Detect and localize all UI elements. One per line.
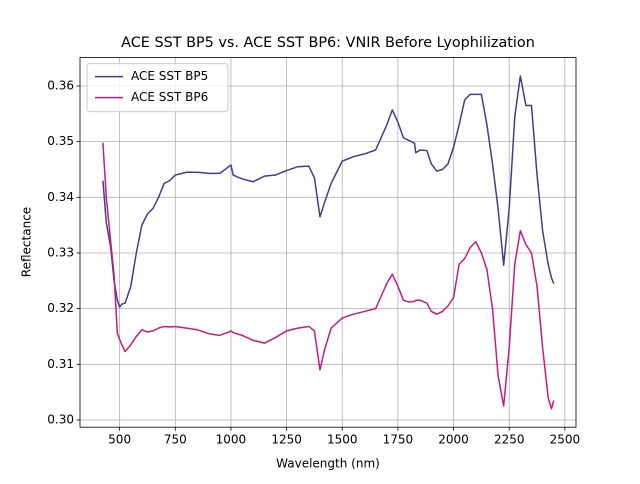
legend-label: ACE SST BP5 — [131, 69, 208, 83]
y-tick-label: 0.35 — [47, 134, 74, 148]
axes-frame — [79, 57, 577, 428]
x-tick-label: 1000 — [216, 433, 247, 447]
x-tick-label: 2000 — [438, 433, 469, 447]
y-tick-label: 0.32 — [47, 301, 74, 315]
plot-area — [102, 75, 555, 410]
series-line — [102, 75, 555, 308]
legend: ACE SST BP5 ACE SST BP6 — [86, 63, 229, 113]
x-tick-label: 1500 — [327, 433, 358, 447]
grid — [80, 57, 576, 428]
y-tick-label: 0.33 — [47, 245, 74, 259]
legend-label: ACE SST BP6 — [131, 90, 208, 104]
x-tick-label: 500 — [108, 433, 131, 447]
x-tick-label: 750 — [164, 433, 187, 447]
y-tick-label: 0.31 — [47, 357, 74, 371]
legend-box — [86, 63, 229, 113]
y-axis-label: Reflectance — [20, 207, 34, 277]
x-tick-label: 2250 — [494, 433, 525, 447]
chart-title: ACE SST BP5 vs. ACE SST BP6: VNIR Before… — [121, 35, 535, 51]
y-tick-label: 0.36 — [47, 78, 74, 92]
y-tick-label: 0.30 — [47, 412, 74, 426]
x-tick-label: 1750 — [383, 433, 414, 447]
x-axis-label: Wavelength (nm) — [276, 457, 380, 471]
x-tick-label: 2500 — [550, 433, 581, 447]
series-line — [102, 142, 555, 410]
y-tick-label: 0.34 — [47, 190, 74, 204]
x-tick-label: 1250 — [271, 433, 302, 447]
